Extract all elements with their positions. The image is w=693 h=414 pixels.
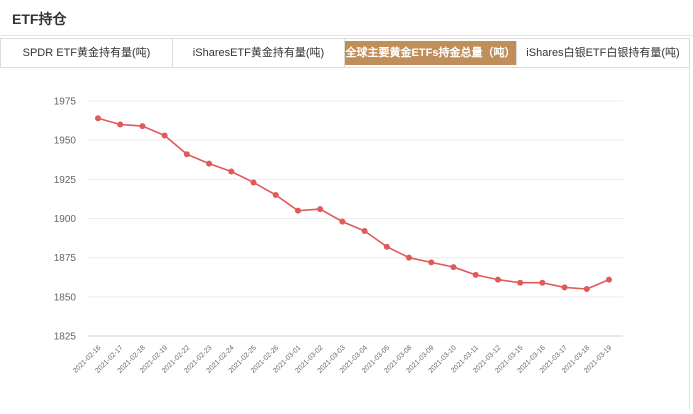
- data-point: [95, 115, 101, 122]
- tab-ishares-gold[interactable]: iSharesETF黄金持有量(吨): [173, 39, 345, 67]
- y-tick-label: 1900: [54, 214, 77, 225]
- y-tick-label: 1950: [54, 136, 77, 147]
- data-point: [517, 279, 524, 286]
- panel-border: [689, 68, 690, 409]
- tab-spdr-gold[interactable]: SPDR ETF黄金持有量(吨): [1, 39, 173, 67]
- data-point: [472, 271, 479, 278]
- data-point: [494, 276, 501, 283]
- y-tick-label: 1850: [54, 292, 77, 303]
- line-chart: 19751950192519001875185018252021-02-1620…: [54, 97, 623, 375]
- series-line: [97, 117, 610, 290]
- y-tick-label: 1825: [54, 332, 77, 343]
- data-point: [161, 132, 168, 139]
- data-point: [561, 284, 568, 291]
- data-point: [383, 243, 390, 250]
- data-point: [294, 207, 301, 214]
- data-point: [228, 168, 235, 175]
- data-point: [117, 121, 124, 128]
- data-point: [361, 228, 368, 235]
- page-title: ETF持仓: [12, 11, 67, 27]
- data-point: [206, 160, 213, 167]
- tab-global-gold-etfs[interactable]: 全球主要黄金ETFs持金总量（吨）: [345, 41, 517, 65]
- data-point: [583, 286, 590, 292]
- data-point: [317, 206, 324, 213]
- data-point: [450, 264, 457, 271]
- data-point: [539, 279, 546, 286]
- data-point: [606, 276, 612, 283]
- data-point: [339, 218, 346, 225]
- data-point: [250, 179, 257, 186]
- data-point: [139, 123, 146, 130]
- tab-bar: SPDR ETF黄金持有量(吨) iSharesETF黄金持有量(吨) 全球主要…: [0, 38, 690, 68]
- y-tick-label: 1925: [54, 175, 77, 186]
- data-point: [428, 259, 435, 266]
- data-point: [272, 192, 279, 198]
- title-divider: [0, 35, 693, 36]
- data-point: [406, 254, 413, 261]
- chart-area: 1975 1950 1925 1900 1875 1850 1825 2021-02-16 20…: [0, 70, 693, 409]
- y-tick-label: 1875: [54, 253, 77, 264]
- y-tick-label: 1975: [54, 97, 77, 108]
- tab-ishares-silver[interactable]: iShares白银ETF白银持有量(吨): [526, 47, 680, 59]
- data-point: [183, 151, 190, 158]
